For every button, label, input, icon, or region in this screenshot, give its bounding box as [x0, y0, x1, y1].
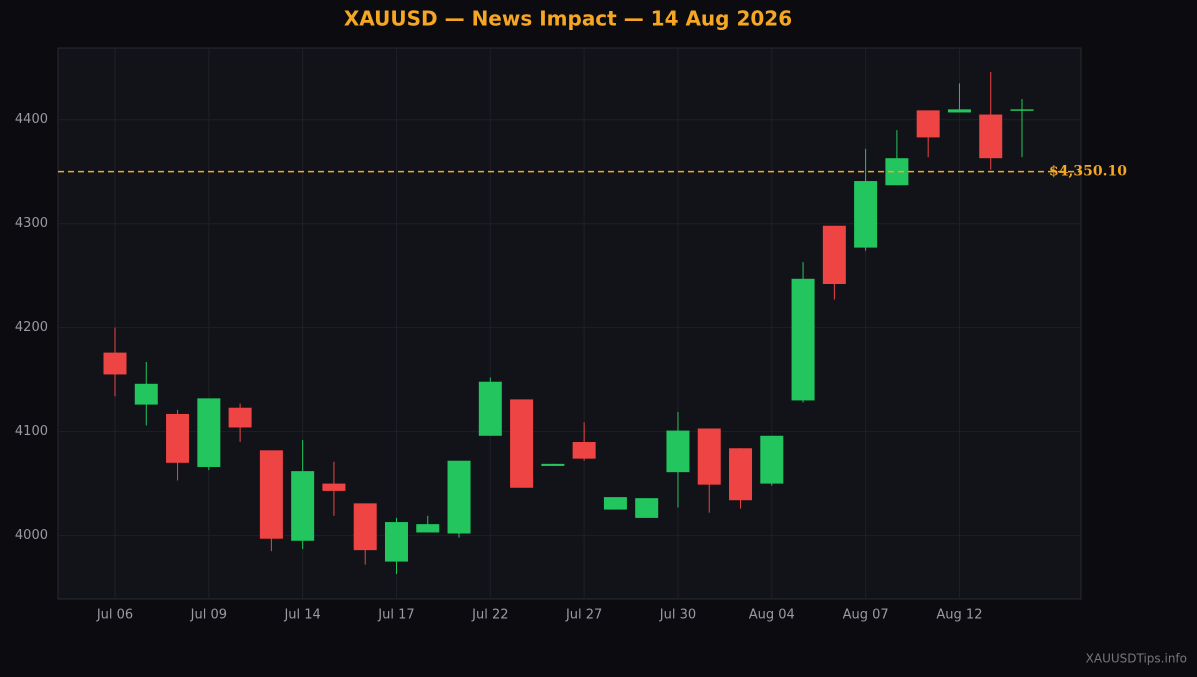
reference-label: $4,350.10: [1049, 164, 1127, 180]
x-tick-label: Jul 30: [659, 608, 696, 623]
footer: XAUUSDTips.info: [1086, 652, 1187, 666]
x-tick-label: Jul 06: [96, 608, 133, 623]
candle-body: [979, 114, 1003, 159]
candle-body: [416, 524, 440, 533]
candle-body: [697, 428, 721, 485]
candle-body: [134, 383, 158, 405]
x-tick-label: Aug 12: [936, 608, 982, 623]
x-tick-label: Jul 14: [283, 608, 320, 623]
candle-body: [635, 498, 659, 518]
candle-body: [228, 407, 252, 428]
plot-area: [57, 47, 1082, 600]
candle-body: [885, 158, 909, 186]
candle-body: [603, 497, 627, 510]
x-tick-label: Jul 09: [190, 608, 227, 623]
candle-body: [447, 460, 471, 534]
candle-body: [791, 278, 815, 401]
candle-body: [103, 352, 127, 375]
y-tick-label: 4000: [15, 528, 48, 543]
x-tick-label: Jul 22: [471, 608, 508, 623]
candle-body: [353, 503, 377, 551]
chart-title: XAUUSD — News Impact — 14 Aug 2026: [344, 7, 792, 31]
x-tick-label: Aug 04: [749, 608, 795, 623]
candle-body: [291, 471, 315, 541]
candle-body: [854, 181, 878, 248]
candle-body: [510, 399, 534, 488]
candle-body: [760, 435, 784, 484]
y-tick-label: 4300: [15, 216, 48, 231]
candle-body: [541, 463, 565, 466]
candle-body: [478, 381, 502, 436]
candle-body: [729, 448, 753, 501]
candle-body: [197, 398, 221, 467]
candle-body: [1010, 109, 1034, 111]
x-tick-label: Jul 27: [565, 608, 602, 623]
candle-body: [384, 522, 408, 562]
candle-body: [666, 430, 690, 473]
candle-body: [947, 109, 971, 113]
candle-body: [822, 225, 846, 284]
y-tick-label: 4100: [15, 424, 48, 439]
candle-body: [916, 110, 940, 138]
x-tick-label: Jul 17: [377, 608, 414, 623]
candle-body: [166, 413, 190, 463]
candle-body: [572, 442, 596, 459]
y-tick-label: 4400: [15, 112, 48, 127]
candle-body: [322, 483, 346, 491]
candle-body: [259, 450, 283, 539]
y-tick-label: 4200: [15, 320, 48, 335]
x-tick-label: Aug 07: [843, 608, 889, 623]
